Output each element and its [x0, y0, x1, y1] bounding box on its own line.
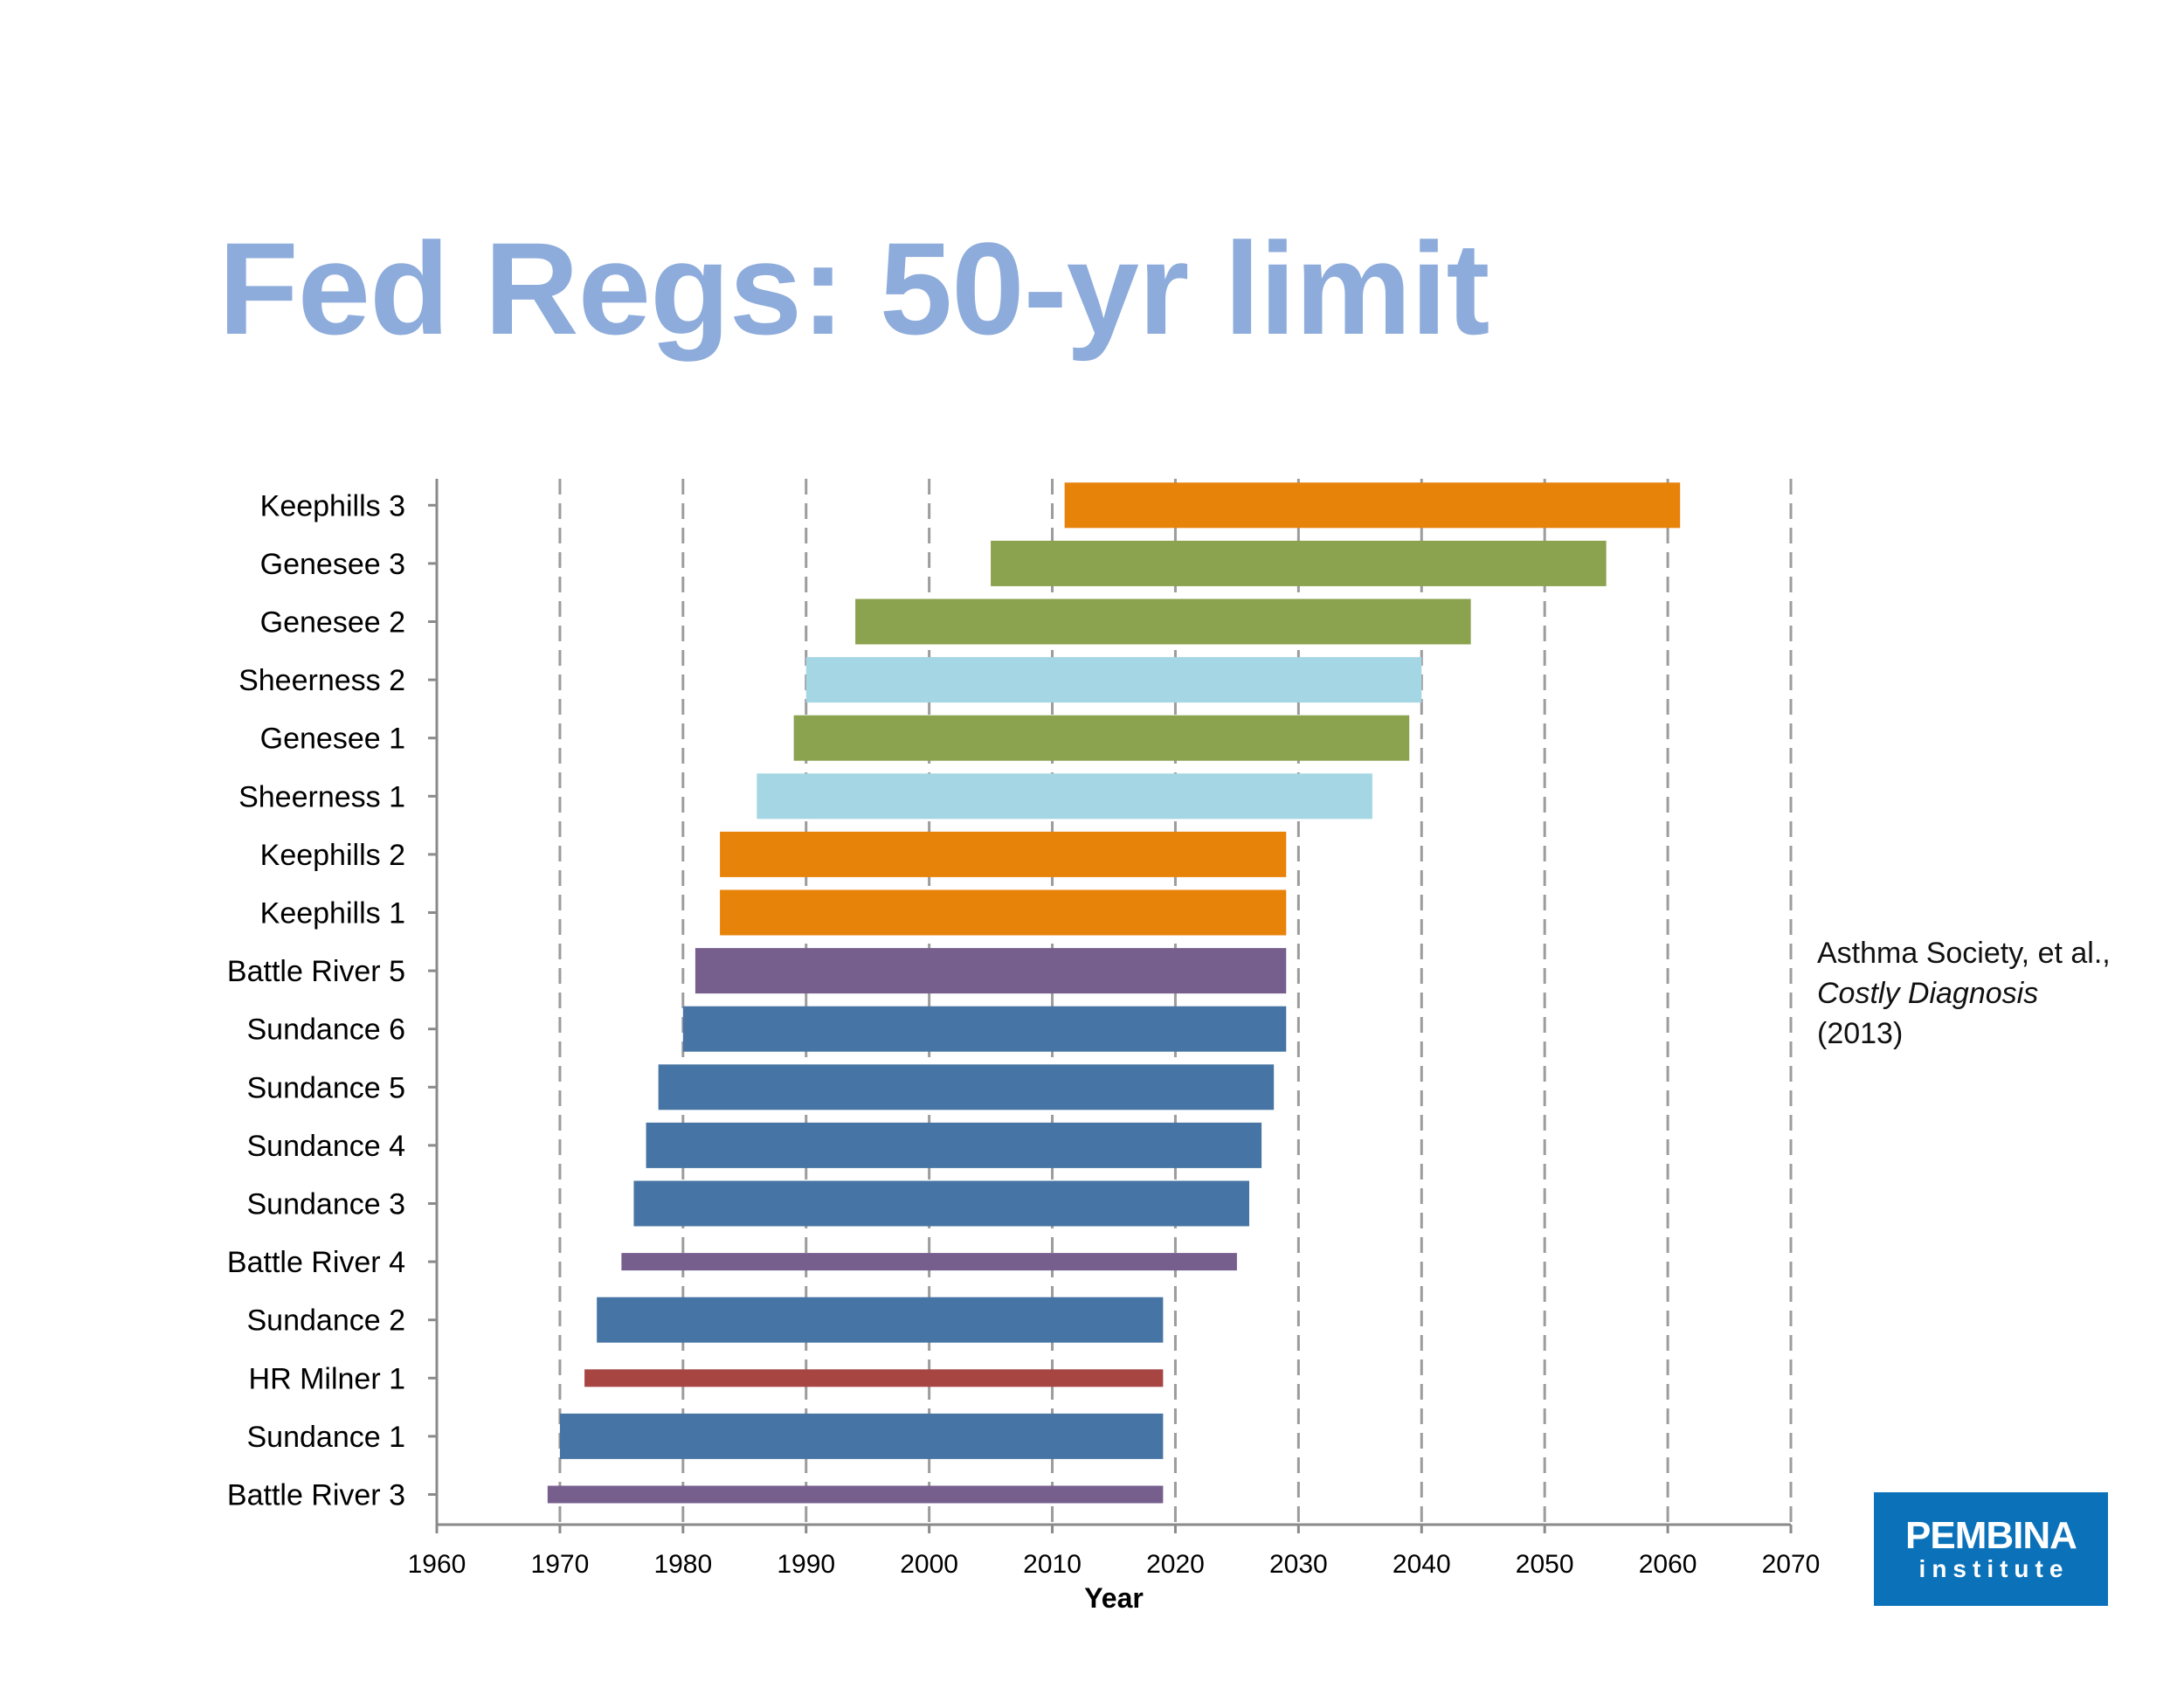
y-tick-label: Sundance 6	[247, 1013, 406, 1047]
slide-title: Fed Regs: 50-yr limit	[218, 215, 1489, 362]
y-tick-label: Genesee 3	[260, 548, 405, 581]
x-tick-label: 2020	[1146, 1550, 1205, 1579]
citation-work-title: Costly Diagnosis	[1817, 977, 2039, 1010]
bar-genesee-2	[855, 598, 1471, 645]
bar-genesee-1	[793, 715, 1410, 761]
bar-sundance-5	[658, 1064, 1275, 1110]
y-tick-label: Battle River 5	[227, 955, 405, 988]
x-tick-label: 2050	[1516, 1550, 1574, 1579]
bar-battle-river-3	[547, 1485, 1164, 1504]
y-tick-label: Sundance 3	[247, 1188, 406, 1221]
bar-battle-river-5	[695, 948, 1287, 994]
x-tick-label: 2070	[1762, 1550, 1821, 1579]
x-tick-label: 2060	[1639, 1550, 1697, 1579]
bar-keephills-1	[720, 889, 1287, 936]
y-tick-label: Keephills 3	[260, 489, 405, 522]
bar-sheerness-2	[805, 657, 1422, 703]
citation-authors: Asthma Society, et al.,	[1817, 937, 2111, 970]
x-tick-label: 2040	[1393, 1550, 1451, 1579]
x-tick-label: 2030	[1269, 1550, 1328, 1579]
bar-sheerness-1	[757, 773, 1372, 820]
x-tick-label: 2000	[900, 1550, 958, 1579]
x-tick-label: 2010	[1023, 1550, 1082, 1579]
y-tick-label: Sheerness 2	[238, 664, 405, 697]
y-tick-label: Keephills 2	[260, 839, 405, 872]
bar-keephills-3	[1064, 482, 1681, 529]
y-tick-label: Genesee 1	[260, 723, 405, 756]
logo-name: PEMBINA	[1905, 1514, 2077, 1557]
y-tick-label: Genesee 2	[260, 606, 405, 640]
x-tick-label: 1990	[777, 1550, 835, 1579]
y-tick-label: Sundance 5	[247, 1071, 406, 1104]
bar-sundance-2	[597, 1297, 1164, 1343]
source-citation: Asthma Society, et al., Costly Diagnosis…	[1817, 933, 2114, 1054]
y-tick-label: Sundance 2	[247, 1304, 406, 1338]
x-tick-label: 1960	[408, 1550, 467, 1579]
y-tick-label: Sheerness 1	[238, 780, 405, 813]
y-tick-label: Battle River 4	[227, 1246, 405, 1279]
x-tick-label: 1980	[653, 1550, 712, 1579]
labels: Keephills 3 Genesee 3 Genesee 2 Sheerness 2…	[227, 489, 1820, 1614]
bars	[547, 482, 1681, 1504]
y-tick-label: Keephills 1	[260, 897, 405, 930]
pembina-logo: PEMBINA institute	[1874, 1492, 2108, 1606]
citation-year: (2013)	[1817, 1017, 1904, 1050]
bar-sundance-4	[646, 1122, 1262, 1168]
gridlines	[558, 479, 1793, 1525]
y-tick-label: Sundance 1	[247, 1421, 406, 1454]
bar-genesee-3	[991, 540, 1607, 586]
axes	[428, 479, 1793, 1533]
bar-sundance-3	[633, 1180, 1249, 1227]
y-tick-label: Battle River 3	[227, 1479, 405, 1512]
x-axis-title: Year	[1084, 1582, 1144, 1614]
bar-keephills-2	[720, 831, 1287, 877]
logo-subtitle: institute	[1918, 1555, 2070, 1582]
bar-hr-milner-1	[584, 1369, 1164, 1387]
bar-battle-river-4	[621, 1253, 1237, 1271]
x-tick-label: 1970	[531, 1550, 590, 1579]
y-tick-label: HR Milner 1	[249, 1362, 405, 1395]
y-tick-label: Sundance 4	[247, 1130, 406, 1163]
bar-sundance-6	[682, 1006, 1287, 1052]
bar-sundance-1	[559, 1413, 1164, 1459]
